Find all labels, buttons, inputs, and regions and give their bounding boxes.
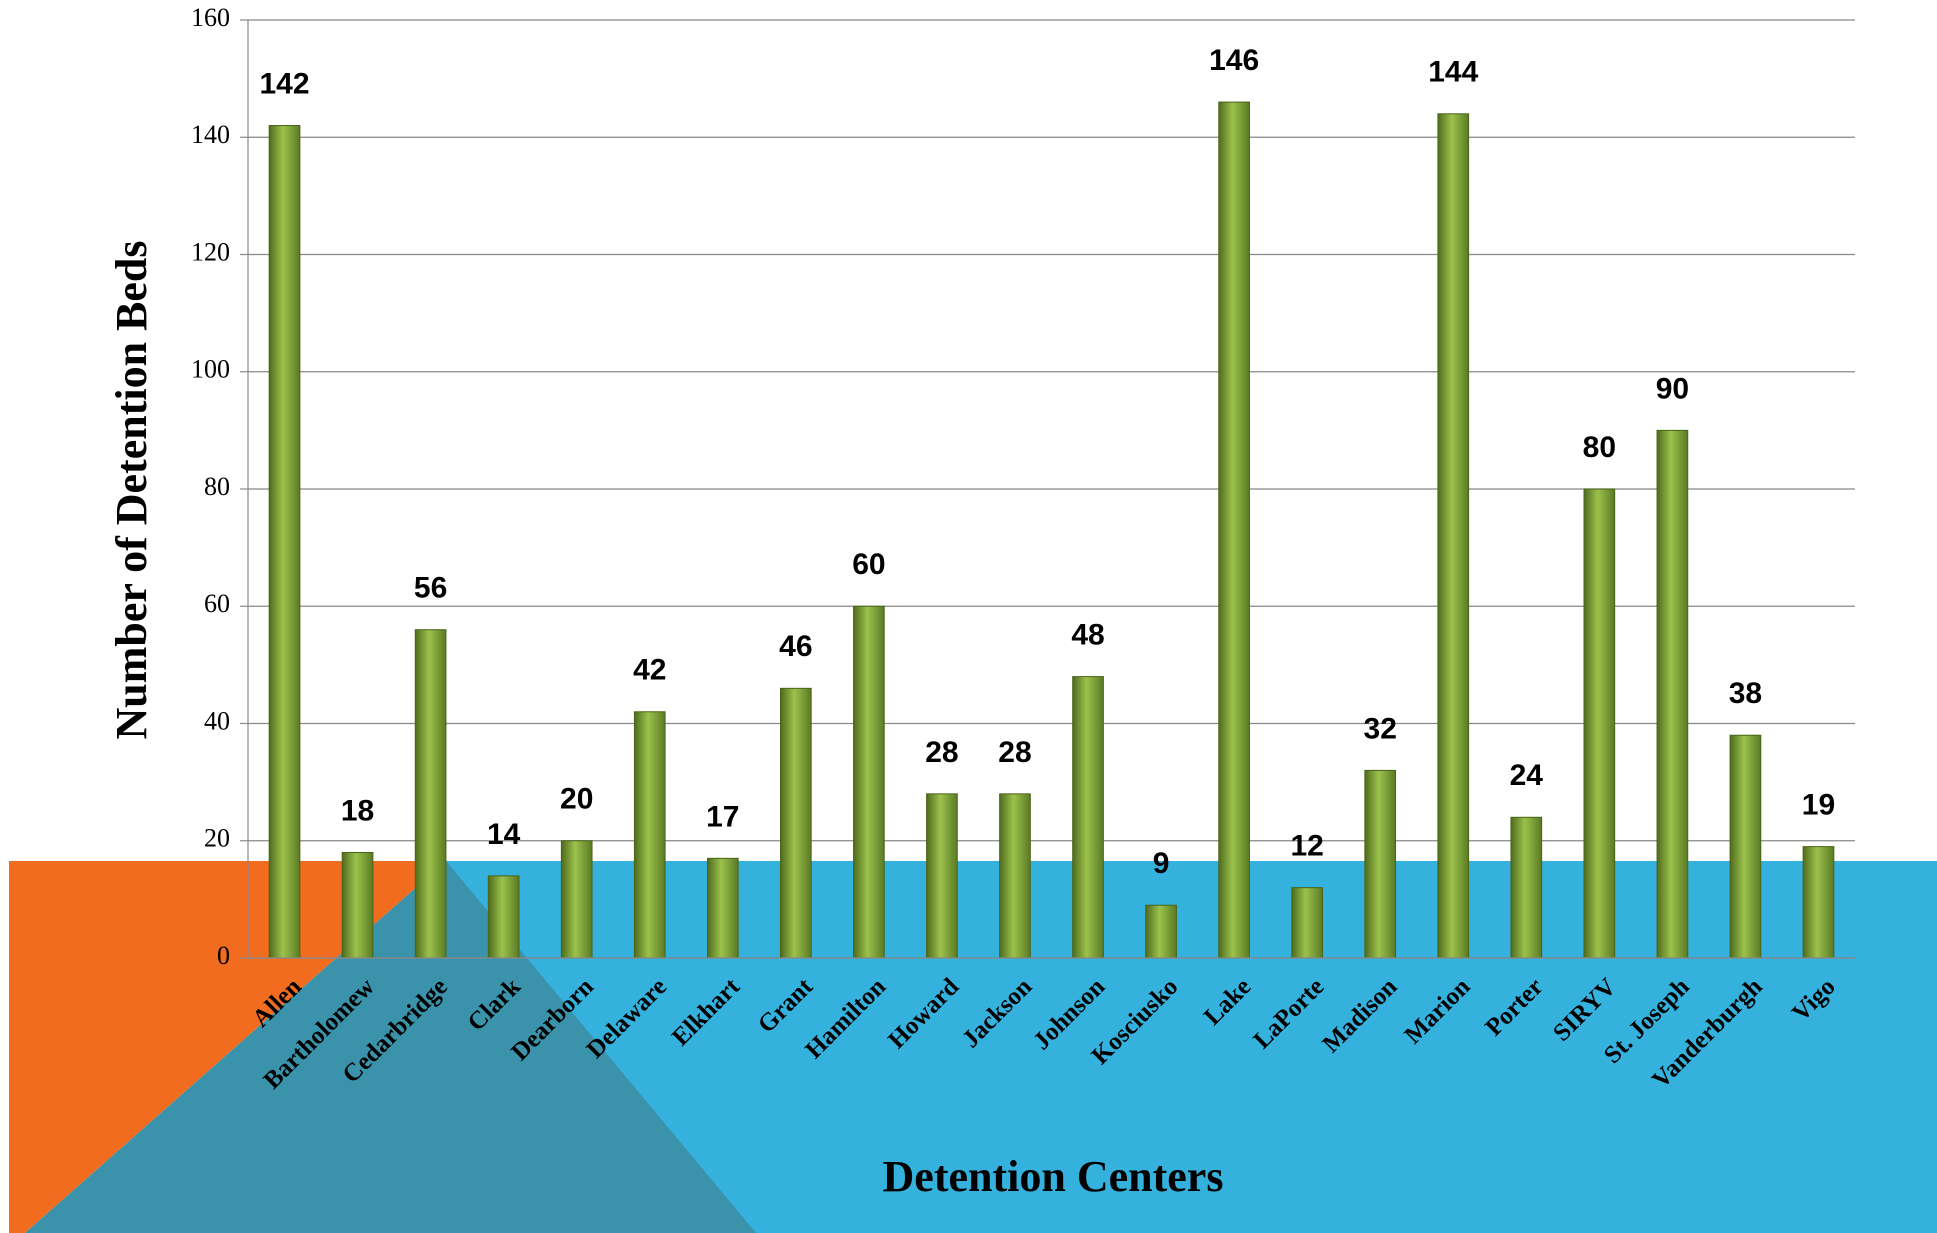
data-label: 56	[414, 572, 447, 605]
bar	[1730, 735, 1761, 958]
data-label: 19	[1802, 789, 1835, 822]
bar	[342, 852, 373, 958]
bar	[927, 794, 958, 958]
bar	[781, 688, 812, 958]
data-label: 46	[779, 630, 812, 663]
data-label: 12	[1290, 830, 1323, 863]
bar	[1584, 489, 1615, 958]
bar	[488, 876, 519, 958]
y-tick-label: 100	[191, 355, 230, 384]
y-tick-label: 20	[204, 824, 230, 853]
y-tick-label: 140	[191, 120, 230, 149]
y-tick-label: 0	[217, 941, 230, 970]
data-label: 17	[706, 800, 739, 833]
bar	[1365, 770, 1396, 958]
bar	[269, 126, 300, 958]
data-label: 18	[341, 794, 374, 827]
data-label: 20	[560, 783, 593, 816]
y-tick-label: 160	[191, 3, 230, 32]
x-axis-title: Detention Centers	[883, 1152, 1224, 1201]
data-label: 28	[925, 736, 958, 769]
data-label: 146	[1209, 44, 1259, 77]
y-tick-label: 120	[191, 237, 230, 266]
bar	[854, 606, 885, 958]
bar	[1803, 847, 1834, 958]
data-label: 142	[259, 67, 309, 100]
bar	[1511, 817, 1542, 958]
bar	[1000, 794, 1031, 958]
bar	[1657, 430, 1688, 958]
page: 020406080100120140160142Allen18Bartholom…	[0, 0, 1937, 1233]
bar	[707, 858, 738, 958]
data-label: 90	[1656, 372, 1689, 405]
data-label: 24	[1510, 759, 1544, 792]
chart: 020406080100120140160142Allen18Bartholom…	[0, 0, 1937, 1233]
data-label: 38	[1729, 677, 1762, 710]
bar	[1438, 114, 1469, 958]
data-label: 60	[852, 548, 885, 581]
bar	[1292, 888, 1323, 958]
data-label: 14	[487, 818, 521, 851]
y-tick-label: 80	[204, 472, 230, 501]
data-label: 144	[1428, 56, 1478, 89]
data-label: 9	[1153, 847, 1170, 880]
bar	[561, 841, 592, 958]
y-tick-label: 40	[204, 706, 230, 735]
data-label: 32	[1364, 712, 1397, 745]
data-label: 28	[998, 736, 1031, 769]
plot-area: 020406080100120140160142Allen18Bartholom…	[191, 3, 1855, 1094]
bar	[415, 630, 446, 958]
bar	[634, 712, 665, 958]
data-label: 48	[1071, 619, 1104, 652]
bar	[1073, 677, 1104, 958]
bar	[1146, 905, 1177, 958]
data-label: 80	[1583, 431, 1616, 464]
data-label: 42	[633, 654, 666, 687]
bar	[1219, 102, 1250, 958]
y-axis-title: Number of Detention Beds	[107, 240, 156, 739]
y-tick-label: 60	[204, 589, 230, 618]
